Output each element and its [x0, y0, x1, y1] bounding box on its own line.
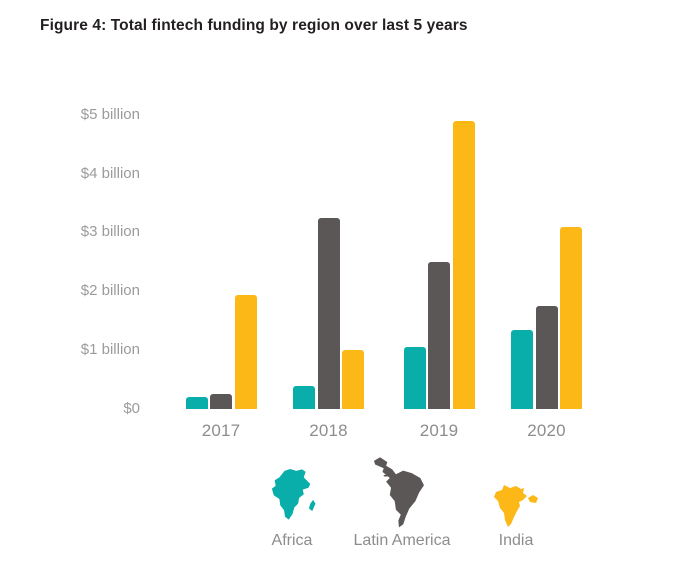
africa-icon-box: [269, 456, 316, 528]
legend-item-latin-america: Latin America: [332, 456, 472, 550]
y-axis-tick: $4 billion: [80, 164, 140, 182]
x-axis-label-2018: 2018: [309, 421, 348, 440]
bar-2018-latin-america: [317, 218, 340, 409]
bar-2020-india: [560, 227, 582, 409]
bar-2018-india: [342, 350, 364, 409]
bar-2020-latin-america: [535, 306, 558, 409]
legend-label-india: India: [498, 532, 534, 549]
bar-2018-africa: [293, 385, 315, 409]
bar-2017-latin-america: [210, 394, 232, 409]
y-axis-tick: $0: [123, 399, 140, 417]
latin-america-icon-box: [371, 456, 433, 528]
figure-title: Figure 4: Total fintech funding by regio…: [40, 17, 468, 34]
legend-label-africa: Africa: [271, 532, 313, 549]
y-axis-tick: $5 billion: [80, 106, 140, 123]
africa-map-icon: [271, 468, 315, 520]
bar-2017-africa: [185, 397, 208, 409]
y-axis-tick: $1 billion: [80, 340, 140, 358]
legend-label-latin-america: Latin America: [353, 532, 451, 549]
bar-chart: $5 billion $4 billion $3 billion $2 billion…: [80, 106, 582, 440]
x-axis-label-2019: 2019: [419, 421, 459, 440]
bar-2019-latin-america: [428, 262, 450, 409]
y-axis-tick: $2 billion: [80, 282, 140, 300]
bar-2020-africa: [511, 329, 533, 409]
x-axis-label-2017: 2017: [201, 421, 241, 440]
bar-2017-india: [234, 294, 257, 409]
legend-item-africa: Africa: [222, 456, 362, 550]
latin-america-map-icon: [373, 457, 424, 528]
bar-2019-india: [452, 121, 475, 409]
india-icon-box: [491, 456, 541, 528]
legend-item-india: India: [446, 456, 586, 550]
india-map-icon: [494, 485, 538, 527]
x-axis-label-2020: 2020: [527, 421, 566, 440]
chart-legend: Africa Latin America India: [0, 456, 680, 556]
y-axis-tick: $3 billion: [80, 223, 140, 241]
bar-2019-africa: [403, 347, 426, 409]
